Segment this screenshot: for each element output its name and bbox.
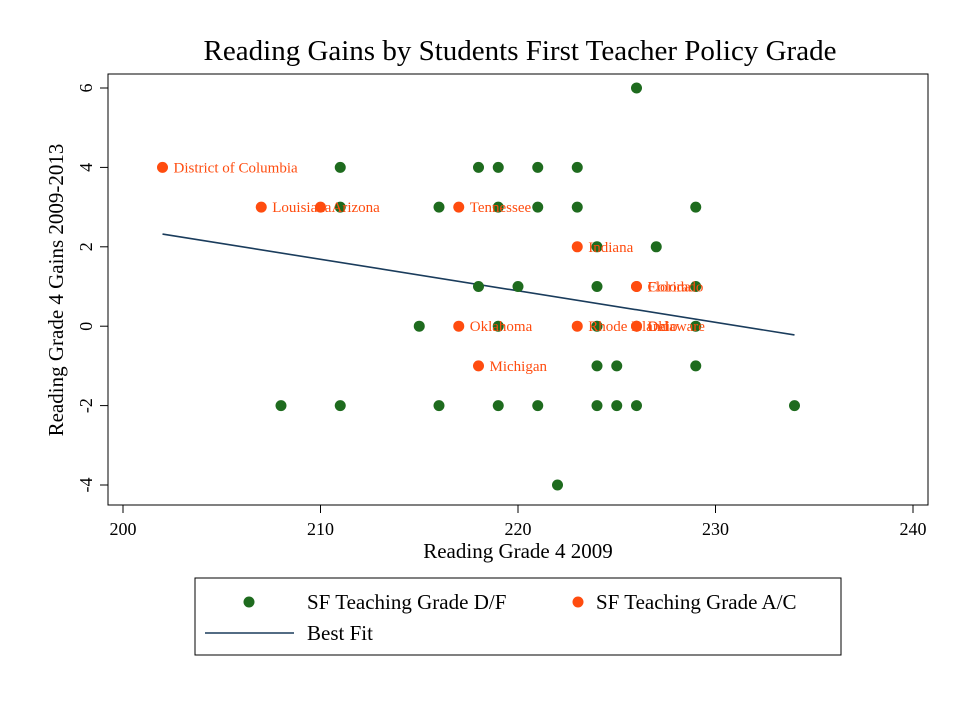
legend-box: [194, 577, 842, 656]
point-label: District of Columbia: [174, 160, 298, 176]
point-df: [611, 400, 623, 412]
x-tick-label: 240: [900, 519, 927, 539]
y-tick-label: -2: [76, 398, 96, 413]
point-label: Indiana: [588, 240, 633, 256]
point-df: [690, 281, 702, 292]
point-ac: [631, 320, 642, 332]
legend: SF Teaching Grade D/F SF Teaching Grade …: [194, 577, 842, 656]
y-axis: -4 -2 0 2 4 6: [76, 84, 108, 493]
point-df: [631, 82, 642, 94]
point-df: [532, 201, 544, 213]
legend-label-ac: SF Teaching Grade A/C: [596, 590, 797, 614]
point-ac: [571, 241, 583, 253]
point-df: [571, 201, 583, 213]
point-ac: [315, 201, 326, 213]
point-ac: [473, 360, 484, 372]
point-df: [690, 320, 702, 332]
x-axis-label: Reading Grade 4 2009: [423, 539, 613, 563]
point-label: Oklahoma: [470, 319, 533, 335]
point-df: [433, 400, 445, 412]
data-points: [157, 82, 800, 491]
point-ac: [453, 201, 465, 213]
point-label: Rhode Island: [588, 319, 668, 335]
point-df: [492, 201, 504, 213]
point-label: Colorado: [648, 280, 704, 296]
y-tick-label: 0: [76, 322, 96, 331]
point-df: [591, 360, 603, 372]
y-tick-label: -4: [76, 478, 96, 493]
point-df: [650, 241, 662, 253]
point-df: [275, 400, 287, 412]
point-labels: District of Columbia Louisiana Arizona Tenn…: [174, 160, 706, 375]
point-df: [492, 320, 504, 332]
point-ac: [631, 281, 642, 292]
point-df: [789, 400, 800, 412]
point-ac: [571, 320, 583, 332]
point-df: [334, 161, 346, 173]
chart-title: Reading Gains by Students First Teacher …: [204, 35, 837, 67]
legend-label-df: SF Teaching Grade D/F: [307, 590, 506, 614]
point-df: [611, 360, 623, 372]
point-ac: [453, 320, 465, 332]
y-axis-label: Reading Grade 4 Gains 2009-2013: [44, 144, 68, 437]
x-tick-label: 220: [505, 519, 532, 539]
point-df: [690, 201, 702, 213]
point-df: [492, 161, 504, 173]
legend-marker-ac: [572, 596, 584, 608]
y-tick-label: 6: [76, 84, 96, 93]
point-df: [552, 479, 563, 491]
point-ac: [255, 201, 267, 213]
point-df: [334, 400, 346, 412]
point-df: [591, 281, 603, 292]
point-df: [473, 161, 484, 173]
x-tick-label: 210: [307, 519, 334, 539]
point-df: [532, 400, 544, 412]
x-tick-label: 200: [110, 519, 137, 539]
x-tick-label: 230: [702, 519, 729, 539]
point-df: [591, 400, 603, 412]
point-df: [492, 400, 504, 412]
y-tick-label: 2: [76, 242, 96, 251]
legend-label-fit: Best Fit: [307, 621, 373, 645]
legend-marker-df: [243, 596, 255, 608]
point-label: Delaware: [648, 319, 706, 335]
point-df: [591, 241, 603, 253]
point-label: Ohio: [648, 319, 678, 335]
point-label: Florida: [648, 280, 692, 296]
point-df: [334, 201, 346, 213]
point-ac: [157, 161, 168, 173]
point-df: [690, 360, 702, 372]
point-label: Michigan: [490, 359, 548, 375]
y-tick-label: 4: [76, 163, 96, 172]
point-label: Tennessee: [470, 200, 532, 216]
point-df: [413, 320, 425, 332]
x-axis: 200 210 220 230 240: [110, 505, 927, 539]
point-df: [571, 161, 583, 173]
point-df: [433, 201, 445, 213]
point-df: [532, 161, 544, 173]
point-df: [473, 281, 484, 292]
point-df: [631, 400, 642, 412]
point-label: Arizona: [332, 200, 381, 216]
point-df: [512, 281, 524, 292]
point-df: [591, 320, 603, 332]
point-label: Louisiana: [272, 200, 331, 216]
